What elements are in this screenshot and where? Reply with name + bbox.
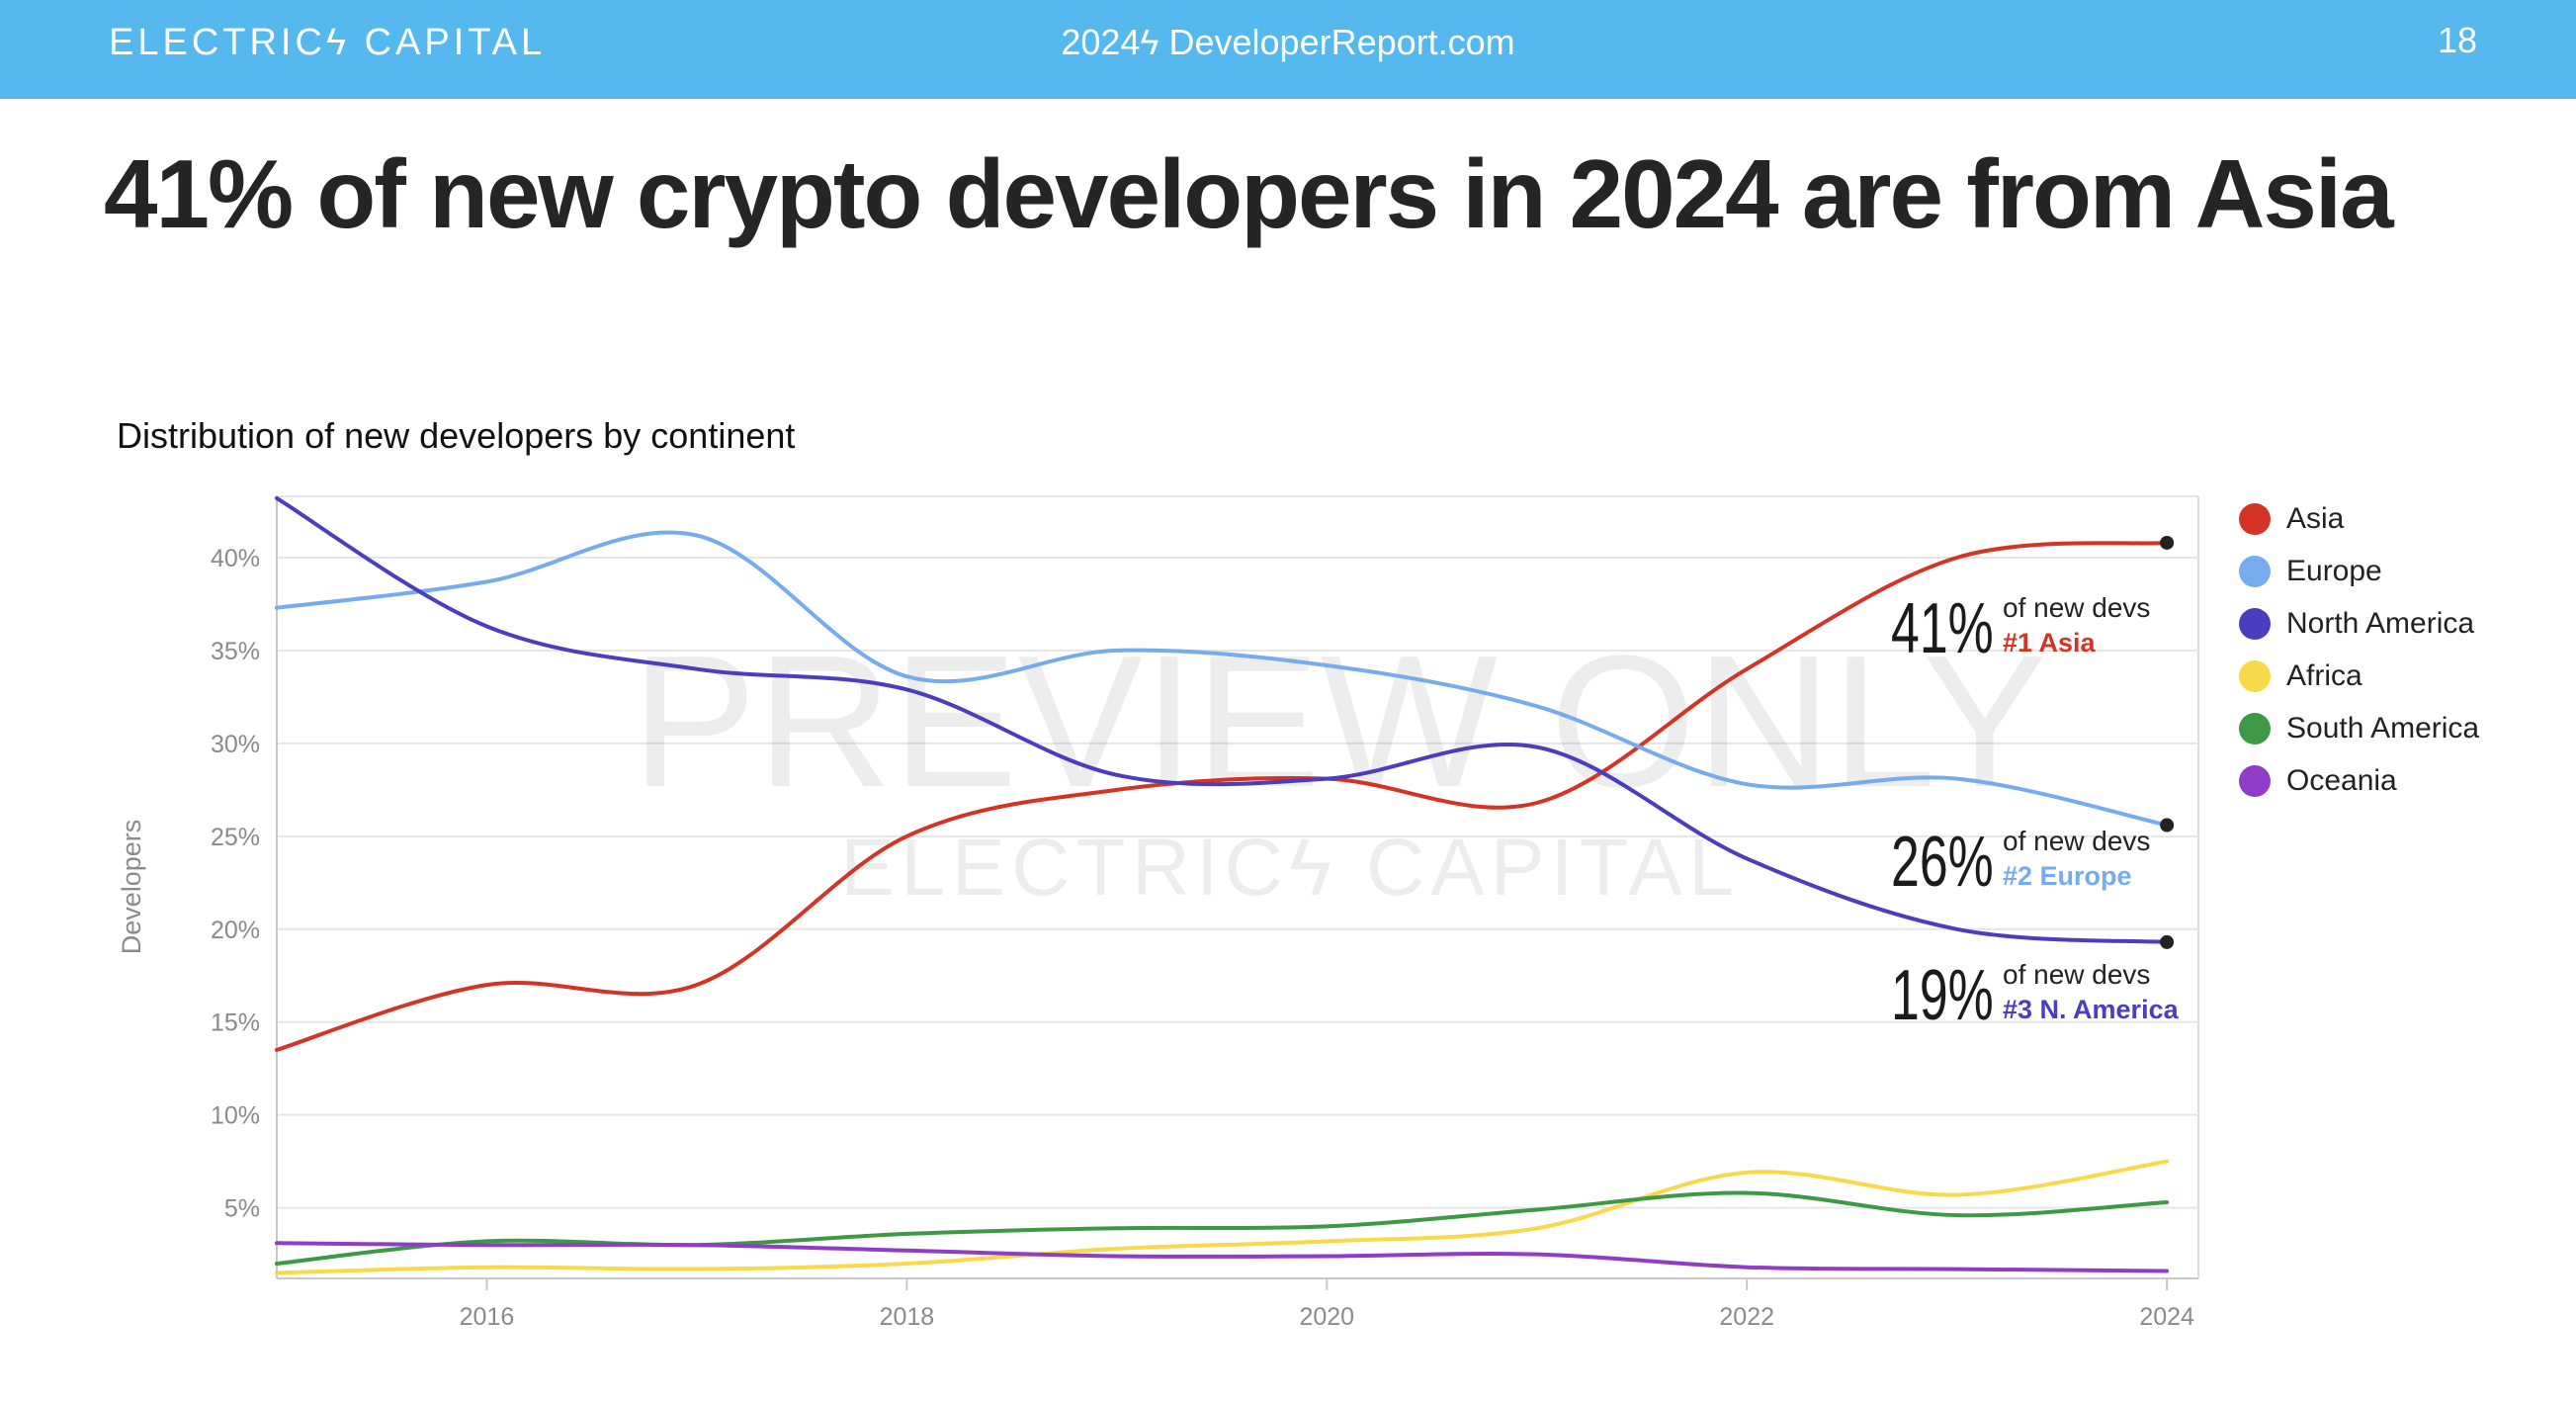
x-tick-label: 2022 [1719,1303,1774,1331]
series-line-africa [275,1159,2170,1275]
watermark-preview: PREVIEW ONLY [632,617,2047,827]
watermark-brand: ELECTRICϟ CAPITAL [840,823,1739,913]
legend-label: North America [2286,606,2475,640]
series-line-oceania [275,1241,2170,1273]
annotation-text: of new devs [2003,592,2150,623]
series-line-europe [275,530,2170,828]
site-url[interactable]: 2024ϟ DeveloperReport.com [1061,22,1515,62]
annotation-percent: 41% [1891,589,1994,668]
legend-item-europe[interactable]: Europe [2239,545,2479,597]
series-line-south-america [275,1190,2170,1266]
x-tick-label: 2024 [2139,1303,2194,1331]
annotation-text: of new devs [2003,826,2150,856]
y-tick-label: 10% [211,1102,260,1130]
legend-item-asia[interactable]: Asia [2239,492,2479,545]
page-number: 18 [2437,20,2477,60]
legend-swatch [2239,712,2271,745]
y-tick-label: 20% [211,917,260,944]
legend-swatch [2239,502,2271,535]
end-marker-asia [2160,535,2175,550]
y-tick-label: 30% [211,731,260,758]
x-tick-label: 2016 [460,1303,515,1331]
annotation-percent: 26% [1891,823,1994,902]
y-tick-label: 15% [211,1009,260,1037]
legend-swatch [2239,764,2271,797]
legend-swatch [2239,607,2271,640]
annotation-percent: 19% [1891,956,1994,1035]
annotation-rank: #1 Asia [2003,628,2097,657]
legend-item-north-america[interactable]: North America [2239,597,2479,650]
end-marker-north-america [2160,934,2175,949]
annotation-text: of new devs [2003,959,2150,990]
y-axis-label: Developers [117,820,146,955]
y-tick-label: 35% [211,638,260,665]
legend-label: South America [2286,711,2480,745]
legend-label: Asia [2286,501,2345,535]
legend-label: Europe [2286,554,2382,587]
legend-swatch [2239,659,2271,692]
legend-label: Africa [2286,658,2362,692]
annotation-rank: #3 N. America [2003,995,2180,1024]
y-tick-label: 40% [211,545,260,572]
brand-logo: ELECTRICϟ CAPITAL [109,22,547,63]
chart-legend: Asia Europe North America Africa South Ameri… [2239,492,2479,807]
end-marker-europe [2160,818,2175,832]
annotation-rank: #2 Europe [2003,861,2132,891]
series-line-asia [275,541,2170,1052]
series-line-north-america [275,495,2170,944]
y-tick-label: 5% [224,1195,260,1223]
legend-item-south-america[interactable]: South America [2239,702,2479,754]
x-tick-label: 2020 [1299,1303,1354,1331]
top-bar: ELECTRICϟ CAPITAL 2024ϟ DeveloperReport.… [0,0,2576,99]
legend-label: Oceania [2286,763,2397,797]
page-title: 41% of new crypto developers in 2024 are… [104,139,2394,248]
y-tick-label: 25% [211,824,260,851]
legend-swatch [2239,555,2271,587]
legend-item-oceania[interactable]: Oceania [2239,754,2479,807]
legend-item-africa[interactable]: Africa [2239,650,2479,702]
chart-title: Distribution of new developers by contin… [117,415,796,456]
x-tick-label: 2018 [880,1303,935,1331]
